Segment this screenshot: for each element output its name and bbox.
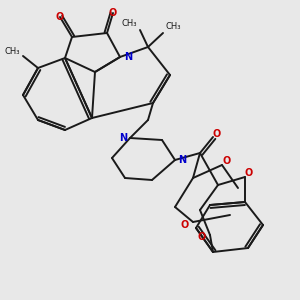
Text: N: N <box>178 155 186 165</box>
Text: O: O <box>181 220 189 230</box>
Text: O: O <box>109 8 117 18</box>
Text: O: O <box>56 12 64 22</box>
Text: CH₃: CH₃ <box>122 19 137 28</box>
Text: O: O <box>223 156 231 166</box>
Text: CH₃: CH₃ <box>4 46 20 56</box>
Text: N: N <box>119 133 127 143</box>
Text: CH₃: CH₃ <box>166 22 182 31</box>
Text: O: O <box>245 168 253 178</box>
Text: O: O <box>213 129 221 139</box>
Text: O: O <box>198 232 206 242</box>
Text: N: N <box>124 52 132 62</box>
